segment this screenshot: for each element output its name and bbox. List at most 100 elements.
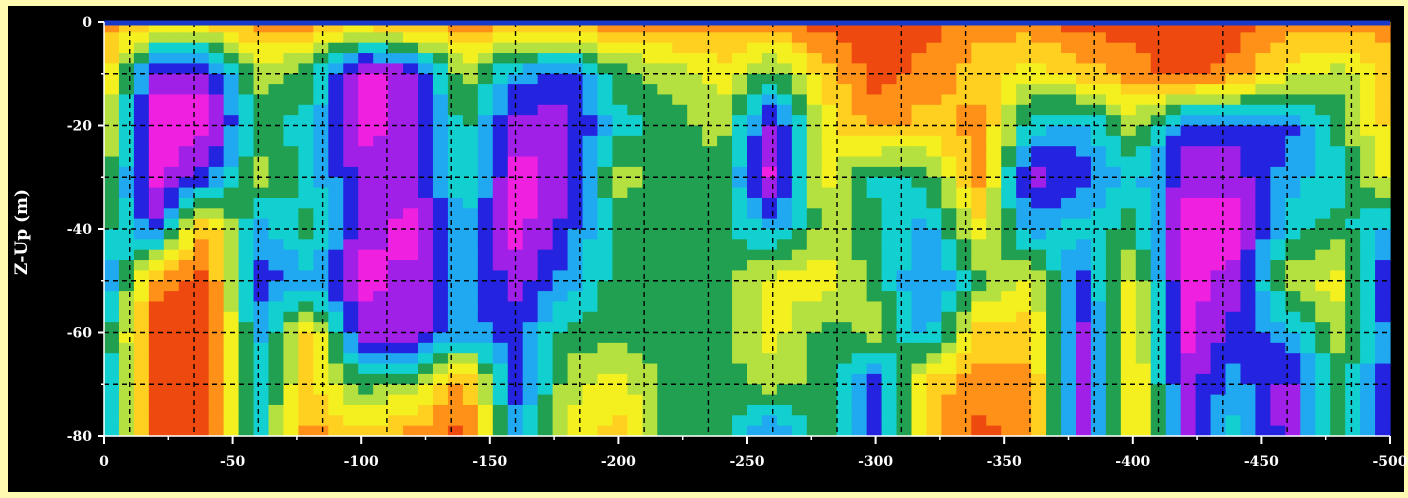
heatmap-cell [1120,84,1137,96]
heatmap-cell [418,311,434,323]
heatmap-cell [163,363,180,375]
heatmap-cell [388,415,404,427]
heatmap-cell [118,291,135,303]
heatmap-cell [1165,125,1182,137]
heatmap-cell [253,363,270,375]
heatmap-cell [761,239,778,251]
heatmap-cell [238,291,255,303]
heatmap-cell [447,218,464,230]
heatmap-cell [1255,53,1271,64]
heatmap-cell [477,373,494,385]
heatmap-cell [896,197,913,209]
heatmap-cell [926,363,942,375]
heatmap-cell [1105,425,1122,437]
heatmap-cell [627,156,643,168]
heatmap-cell [223,322,240,334]
heatmap-cell [1120,53,1137,64]
heatmap-cell [1225,311,1242,323]
heatmap-cell [926,425,942,437]
heatmap-cell [283,363,299,375]
heatmap-cell [537,229,554,240]
heatmap-cell [956,415,972,427]
heatmap-cell [1075,146,1092,158]
heatmap-cell [1300,291,1316,303]
heatmap-cell [223,125,240,137]
heatmap-cell [193,301,210,313]
heatmap-cell [432,197,449,209]
heatmap-cell [732,135,748,147]
heatmap-cell [747,363,763,375]
heatmap-cell [896,84,913,96]
heatmap-cell [582,177,599,189]
heatmap-cell [1360,73,1376,85]
heatmap-cell [492,239,509,251]
heatmap-cell [1300,218,1316,230]
heatmap-cell [1120,270,1137,282]
heatmap-cell [163,125,180,137]
heatmap-cell [552,311,569,323]
x-tick-label: -150 [472,454,507,470]
heatmap-cell [1330,135,1346,147]
heatmap-cell [418,166,434,178]
heatmap-cell [866,84,883,96]
heatmap-cell [208,353,225,365]
heatmap-cell [896,384,913,396]
heatmap-cell [118,332,135,344]
heatmap-cell [687,239,703,251]
x-tick-label: -100 [344,454,379,470]
heatmap-cell [1061,342,1077,354]
heatmap-cell [283,53,299,64]
heatmap-cell [672,311,688,323]
heatmap-cell [836,218,853,230]
heatmap-cell [313,384,329,396]
heatmap-cell [163,156,180,168]
heatmap-cell [388,115,404,127]
heatmap-cell [507,22,524,33]
heatmap-cell [1016,311,1032,323]
heatmap-cell [298,197,314,209]
heatmap-cell [597,94,614,106]
heatmap-cell [926,73,942,85]
heatmap-cell [956,239,972,251]
heatmap-cell [821,322,838,334]
heatmap-cell [283,187,299,199]
heatmap-cell [597,322,614,334]
heatmap-cell [612,311,628,323]
heatmap-cell [582,22,599,33]
heatmap-cell [477,156,494,168]
heatmap-cell [881,270,898,282]
heatmap-cell [283,239,299,251]
heatmap-cell [104,415,120,427]
heatmap-cell [418,32,434,44]
heatmap-cell [672,394,688,406]
heatmap-cell [403,332,419,344]
heatmap-cell [373,384,389,396]
heatmap-cell [537,135,554,147]
heatmap-cell [343,404,359,416]
heatmap-cell [567,239,584,251]
heatmap-cell [627,415,643,427]
heatmap-cell [1345,260,1361,271]
heatmap-cell [1046,104,1062,116]
heatmap-cell [358,301,374,313]
heatmap-cell [672,42,688,54]
heatmap-cell [268,187,285,199]
heatmap-cell [358,187,374,199]
heatmap-cell [552,197,569,209]
heatmap-cell [522,166,539,178]
heatmap-cell [567,94,584,106]
heatmap-cell [1285,208,1301,220]
heatmap-cell [1165,332,1182,344]
heatmap-cell [432,73,449,85]
heatmap-cell [627,332,643,344]
heatmap-cell [1300,177,1316,189]
heatmap-cell [283,291,299,303]
heatmap-cell [492,249,509,261]
x-tick-label: -400 [1115,454,1150,470]
heatmap-cell [1090,135,1107,147]
heatmap-cell [1061,125,1077,137]
heatmap-cell [1046,342,1062,354]
heatmap-cell [627,187,643,199]
heatmap-cell [1330,239,1346,251]
heatmap-cell [223,73,240,85]
